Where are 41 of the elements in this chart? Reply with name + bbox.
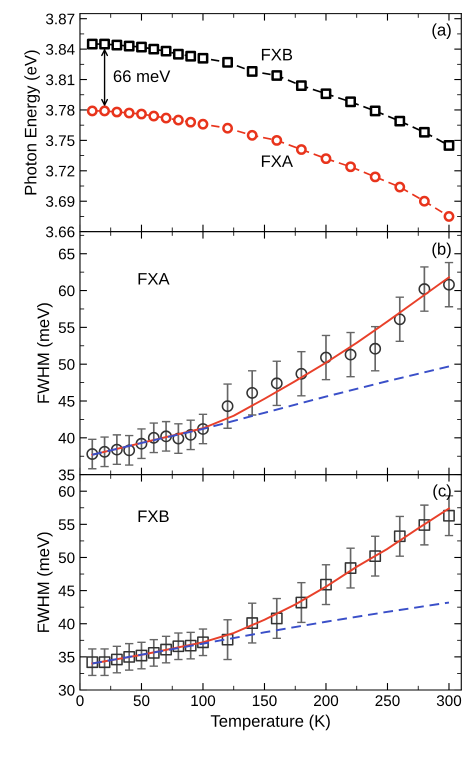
x-axis-title: Temperature (K) [210,714,330,730]
y-tick-label: 35 [58,470,74,480]
y-tick-label: 50 [58,552,75,564]
y-axis-title: Photon Energy (eV) [24,50,40,194]
y-tick-label: 30 [58,684,75,696]
y-tick-label: 60 [58,486,75,497]
y-tick-label: 60 [58,285,75,296]
y-tick-label: 3.72 [46,166,74,176]
annotation: FXB [138,510,169,522]
y-tick-label: 55 [58,519,74,530]
annotation: 66 meV [114,70,170,82]
y-tick-label: 3.84 [46,44,75,55]
series-label: FXA [262,155,293,167]
y-tick-label: 50 [58,359,75,370]
annotation: FXA [138,273,170,285]
x-tick-label: 200 [314,695,338,706]
annotation: (a) [432,23,451,39]
y-tick-label: 45 [58,396,74,407]
x-tick-label: 150 [252,695,277,706]
x-tick-label: 0 [76,695,84,706]
y-tick-label: 40 [58,618,75,630]
y-tick-label: 45 [58,586,74,596]
series-label: FXB [262,48,292,60]
y-tick-label: 3.69 [46,196,74,207]
y-tick-label: 3.75 [46,135,74,146]
y-tick-label: 35 [58,652,74,663]
y-tick-label: 3.87 [46,14,74,24]
y-axis-title: FWHM (meV) [37,532,53,632]
y-tick-label: 65 [58,248,74,260]
x-tick-label: 300 [436,695,462,706]
y-tick-label: 40 [58,432,75,444]
x-tick-label: 250 [376,695,400,706]
x-tick-label: 100 [191,695,216,706]
y-tick-label: 3.78 [46,104,74,116]
y-tick-label: 55 [58,322,74,334]
x-tick-label: 50 [134,695,150,706]
annotation: (c) [433,484,451,500]
y-tick-label: 3.81 [46,74,74,86]
y-axis-title: FWHM (meV) [37,303,53,403]
y-tick-label: 3.66 [46,226,74,238]
annotation: (b) [432,242,451,258]
